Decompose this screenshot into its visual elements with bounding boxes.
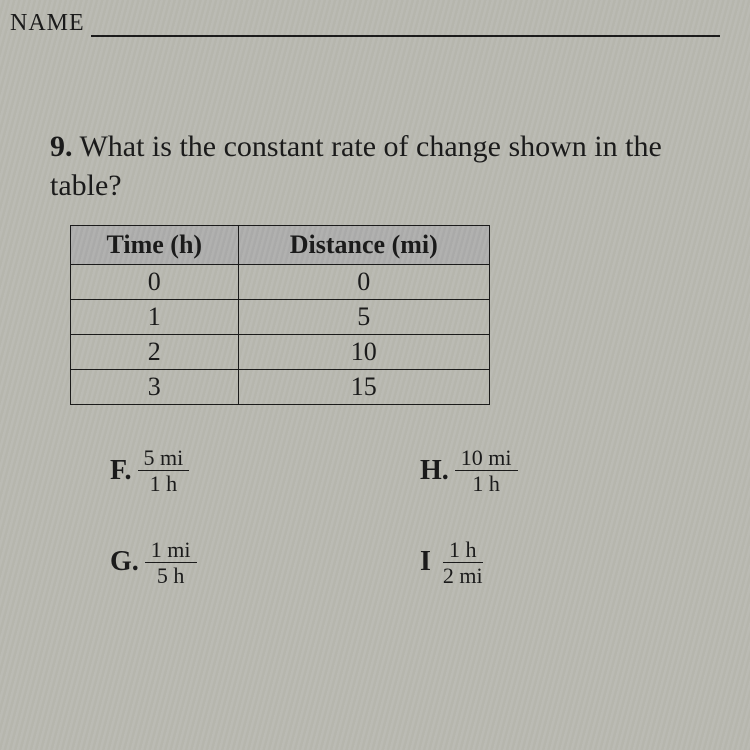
name-field-row: NAME <box>10 10 720 37</box>
cell-distance: 15 <box>238 370 489 405</box>
cell-time: 2 <box>71 335 239 370</box>
fraction-denominator: 1 h <box>466 471 506 496</box>
cell-distance: 0 <box>238 265 489 300</box>
question-body: What is the constant rate of change show… <box>50 130 662 202</box>
table-row: 3 15 <box>71 370 490 405</box>
fraction-denominator: 1 h <box>144 471 184 496</box>
fraction-denominator: 5 h <box>151 563 191 588</box>
col-distance: Distance (mi) <box>238 226 489 265</box>
table-row: 2 10 <box>71 335 490 370</box>
name-blank-line[interactable] <box>91 15 720 37</box>
data-table: Time (h) Distance (mi) 0 0 1 5 2 10 <box>70 225 490 405</box>
fraction: 10 mi 1 h <box>455 445 518 497</box>
choice-g[interactable]: G. 1 mi 5 h <box>110 537 360 589</box>
choice-h[interactable]: H. 10 mi 1 h <box>420 445 670 497</box>
cell-distance: 5 <box>238 300 489 335</box>
choice-i[interactable]: I 1 h 2 mi <box>420 537 670 589</box>
table-row: 1 5 <box>71 300 490 335</box>
fraction: 1 h 2 mi <box>437 537 489 589</box>
choice-letter: H. <box>420 455 449 487</box>
fraction-numerator: 5 mi <box>138 445 190 471</box>
fraction-numerator: 1 h <box>443 537 483 563</box>
name-label: NAME <box>10 10 85 37</box>
worksheet-page: NAME 9. What is the constant rate of cha… <box>0 0 750 750</box>
table-header-row: Time (h) Distance (mi) <box>71 226 490 265</box>
cell-distance: 10 <box>238 335 489 370</box>
cell-time: 1 <box>71 300 239 335</box>
table-row: 0 0 <box>71 265 490 300</box>
fraction: 5 mi 1 h <box>138 445 190 497</box>
question-block: 9. What is the constant rate of change s… <box>50 127 680 588</box>
fraction: 1 mi 5 h <box>145 537 197 589</box>
choice-letter: F. <box>110 455 132 487</box>
question-number: 9. <box>50 130 73 163</box>
fraction-numerator: 10 mi <box>455 445 518 471</box>
answer-choices: F. 5 mi 1 h H. 10 mi 1 h G. 1 mi 5 h <box>110 445 680 588</box>
col-time: Time (h) <box>71 226 239 265</box>
question-text: 9. What is the constant rate of change s… <box>50 127 680 205</box>
cell-time: 3 <box>71 370 239 405</box>
fraction-denominator: 2 mi <box>437 563 489 588</box>
fraction-numerator: 1 mi <box>145 537 197 563</box>
choice-letter: I <box>420 546 431 578</box>
cell-time: 0 <box>71 265 239 300</box>
choice-f[interactable]: F. 5 mi 1 h <box>110 445 360 497</box>
choice-letter: G. <box>110 546 139 578</box>
